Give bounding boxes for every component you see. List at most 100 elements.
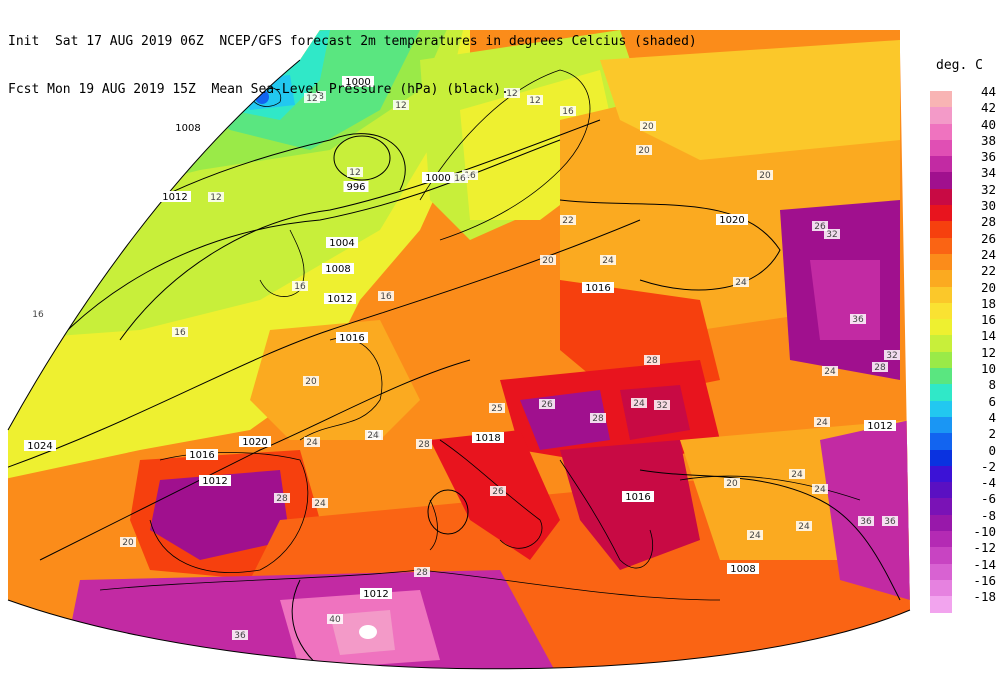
legend-label: 42 (980, 100, 996, 116)
legend-unit: deg. C (936, 58, 983, 73)
isobar-label-bg (186, 449, 218, 460)
legend-entry: 28 (930, 214, 1000, 238)
legend-entry: 32 (930, 182, 1000, 206)
temperature-label: 12 (210, 193, 221, 203)
temperature-label-bg (172, 327, 188, 337)
legend-entry: 16 (930, 312, 1000, 336)
legend-entry: 30 (930, 198, 1000, 222)
temperature-label: 20 (759, 171, 771, 181)
legend-label: 16 (980, 312, 996, 328)
temperature-label: 12 (306, 94, 317, 104)
temperature-label: 24 (735, 278, 747, 288)
legend-entry: -16 (930, 573, 1000, 597)
legend-swatch (930, 156, 952, 173)
legend-swatch (930, 302, 952, 320)
temperature-label-bg (824, 229, 840, 239)
legend-label: 4 (988, 409, 996, 425)
temperature-label-bg (560, 106, 576, 116)
temperature-label: 16 (294, 282, 306, 292)
isobar-label: 1020 (719, 215, 744, 226)
isobar-label: 1018 (475, 433, 500, 444)
temperature-label: 20 (726, 479, 738, 489)
temperature-label: 16 (174, 328, 186, 338)
legend-swatch (930, 449, 952, 466)
temperature-label-bg (365, 430, 381, 440)
legend-label: 0 (988, 442, 996, 458)
isobar-label: 1000 (345, 77, 370, 88)
temperature-label-bg (414, 567, 430, 577)
temperature-label: 28 (418, 440, 430, 450)
temperature-label: 26 (541, 400, 553, 410)
temperature-label: 24 (816, 418, 828, 428)
temperature-label: 24 (314, 499, 326, 509)
temperature-label: 16 (32, 310, 44, 320)
legend-entry: 22 (930, 263, 1000, 287)
legend-label: -18 (973, 589, 996, 605)
temperature-label: 24 (749, 531, 761, 541)
temperature-label: 25 (491, 404, 502, 414)
temperature-label: 28 (874, 363, 886, 373)
legend-entry: 38 (930, 133, 1000, 157)
temperature-label-bg (540, 255, 556, 265)
legend-swatch (930, 253, 952, 271)
legend-label: 28 (980, 214, 996, 230)
temperature-label-bg (644, 355, 660, 365)
legend-label: 36 (980, 149, 996, 165)
legend-label: -4 (980, 475, 996, 491)
temperature-label-bg (822, 366, 838, 376)
legend-label: 40 (980, 116, 996, 132)
legend-label: 34 (980, 165, 996, 181)
legend-entry: -2 (930, 459, 1000, 483)
temperature-label-bg (312, 498, 328, 508)
legend-entry: 4 (930, 410, 1000, 434)
legend-entry: 26 (930, 231, 1000, 254)
temperature-label: 24 (306, 438, 318, 448)
temperature-label: 20 (122, 538, 134, 548)
temperature-label-bg (757, 170, 773, 180)
legend-swatch (930, 498, 952, 515)
isobar-label-bg (727, 563, 759, 574)
isobar-label-bg (324, 293, 356, 304)
map-border-bottom (7, 599, 911, 670)
legend-entry: -4 (930, 475, 1000, 499)
legend-label: -8 (980, 507, 996, 523)
temperature-label: 36 (860, 517, 872, 527)
temperature-label-bg (30, 309, 46, 319)
header-init-line: Init Sat 17 AUG 2019 06Z NCEP/GFS foreca… (8, 34, 697, 49)
isobar-label-bg (622, 491, 654, 502)
temperature-label: 26 (814, 222, 826, 232)
temperature-label: 16 (562, 107, 574, 117)
temperature-label-bg (527, 95, 543, 105)
legend-entry: -8 (930, 508, 1000, 532)
temperature-label-bg (812, 221, 828, 231)
temperature-label-bg (378, 291, 394, 301)
isobar-label-bg (343, 181, 369, 192)
legend-label: -6 (980, 491, 996, 507)
legend-entry: -10 (930, 524, 1000, 548)
isobar-label-bg (24, 440, 56, 451)
temperature-label: 16 (454, 174, 466, 184)
temperature-label-bg (812, 484, 828, 494)
legend-label: 8 (988, 377, 996, 393)
legend-label: 6 (988, 393, 996, 409)
legend-swatch (930, 139, 952, 157)
legend-label: 38 (980, 132, 996, 148)
temperature-label-bg (462, 170, 478, 180)
temperature-label-bg (884, 350, 900, 360)
temperature-label: 32 (656, 401, 667, 411)
temperature-label-bg (120, 537, 136, 547)
isobar-label-bg (239, 436, 271, 447)
legend-entry: -6 (930, 491, 1000, 515)
legend-entry: 18 (930, 296, 1000, 320)
temperature-label: 32 (826, 230, 837, 240)
legend-swatch (930, 188, 952, 206)
isobar-label-bg (326, 237, 358, 248)
temperature-label-bg (590, 413, 606, 423)
temperature-label-bg (850, 314, 866, 324)
temperature-label-bg (882, 516, 898, 526)
temperature-label: 32 (886, 351, 897, 361)
temperature-label-bg (733, 277, 749, 287)
legend-entry: 40 (930, 117, 1000, 140)
temperature-label: 20 (305, 377, 317, 387)
legend-entry: 0 (930, 443, 1000, 466)
